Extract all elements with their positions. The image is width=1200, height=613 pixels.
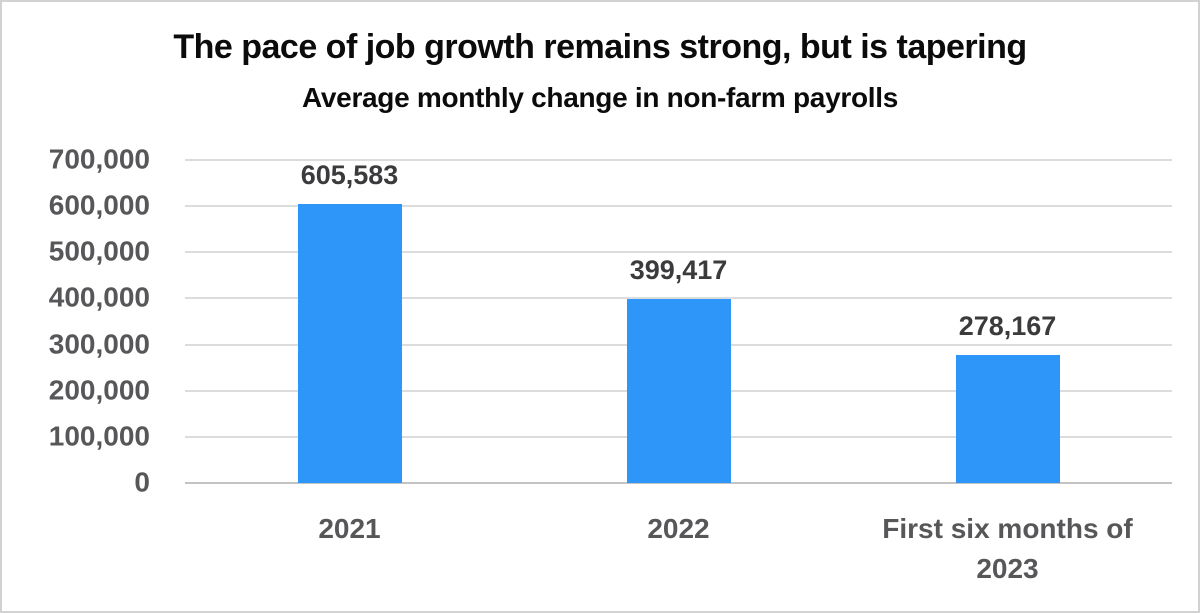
gridline [185, 159, 1172, 161]
x-axis-tick-label: 2021 [318, 513, 381, 544]
bars-area: 605,583 399,417 278,167 [185, 160, 1172, 483]
bar-slot: 399,417 [514, 160, 843, 483]
x-axis-slot: 2022 [514, 509, 843, 589]
chart-subtitle: Average monthly change in non-farm payro… [302, 82, 898, 113]
y-axis-tick-label: 200,000 [48, 374, 150, 406]
gridline [185, 482, 1172, 484]
bar-value-label: 605,583 [300, 159, 399, 190]
y-axis-tick-label: 0 [134, 466, 150, 498]
x-axis-slot: First six months of 2023 [843, 509, 1172, 589]
bar-value-label: 399,417 [629, 254, 728, 285]
bar-slot: 605,583 [185, 160, 514, 483]
chart-title: The pace of job growth remains strong, b… [173, 28, 1027, 66]
y-axis-tick-label: 300,000 [48, 327, 150, 359]
gridline [185, 251, 1172, 254]
gridline [185, 205, 1172, 208]
x-axis-tick-label: 2022 [647, 513, 710, 544]
y-axis-tick-label: 100,000 [48, 420, 150, 452]
bar [297, 203, 402, 483]
bar [626, 298, 731, 483]
y-axis-tick-label: 500,000 [48, 235, 150, 267]
y-axis: 700,000 600,000 500,000 400,000 300,000 200,0… [2, 143, 150, 497]
x-axis: 2021 2022 First six months of 2023 [185, 509, 1172, 589]
gridline [185, 297, 1172, 300]
bar-value-label: 278,167 [958, 310, 1057, 341]
y-axis-tick-label: 700,000 [48, 143, 150, 175]
y-axis-tick-label: 600,000 [48, 189, 150, 221]
bar [955, 354, 1060, 483]
x-axis-slot: 2021 [185, 509, 514, 589]
bar-slot: 278,167 [843, 160, 1172, 483]
x-axis-tick-label: First six months of 2023 [882, 513, 1133, 584]
y-axis-tick-label: 400,000 [48, 281, 150, 313]
